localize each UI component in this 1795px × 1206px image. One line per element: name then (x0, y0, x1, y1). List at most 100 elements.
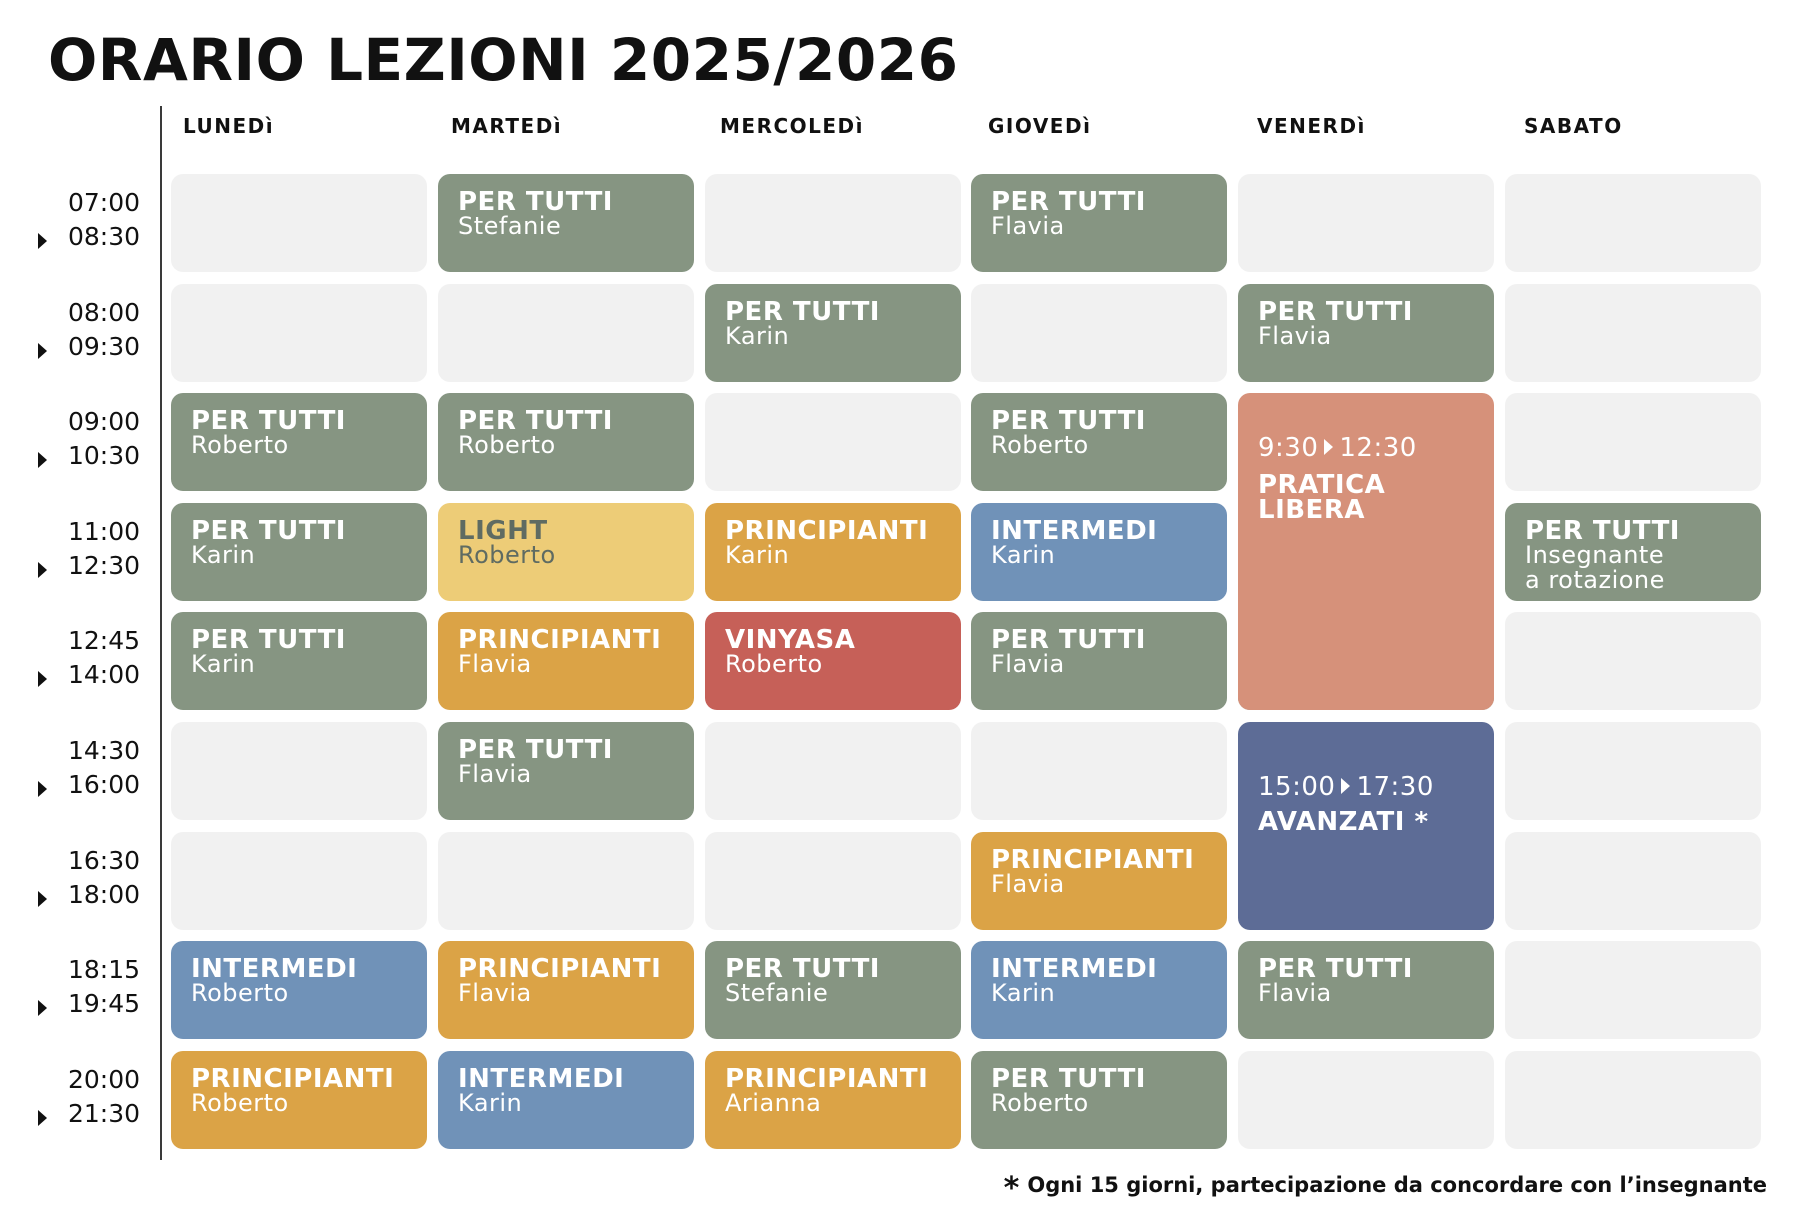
arrow-right-icon (38, 561, 47, 578)
class-label: PER TUTTI (725, 954, 880, 985)
class-card[interactable]: INTERMEDI Karin (971, 941, 1227, 1040)
class-card[interactable]: PRINCIPIANTI Arianna (705, 1050, 961, 1149)
time-end: 21:30 (67, 1098, 140, 1128)
special-class-block[interactable]: 9:30 12:30 PRATICA LIBERA (1238, 393, 1494, 711)
class-label: PER TUTTI (458, 406, 613, 437)
class-card[interactable]: PER TUTTI Insegnante a rotazione (1505, 502, 1761, 601)
class-card[interactable]: PER TUTTI Flavia (971, 174, 1227, 272)
class-card[interactable]: PER TUTTI Roberto (971, 1050, 1227, 1149)
class-label: PER TUTTI (191, 406, 346, 437)
teacher-name-line2: a rotazione (1525, 565, 1665, 594)
class-card[interactable]: PER TUTTI Roberto (171, 393, 427, 492)
teacher-name: Karin (191, 540, 256, 569)
class-card[interactable]: INTERMEDI Karin (971, 502, 1227, 601)
empty-slot (971, 283, 1227, 382)
time-end: 19:45 (67, 989, 140, 1019)
day-header: LUNEDì (183, 114, 275, 138)
empty-slot (1238, 174, 1494, 272)
class-card[interactable]: INTERMEDI Roberto (171, 941, 427, 1040)
block-start-time: 15:00 (1258, 772, 1336, 802)
time-start: 11:00 (67, 516, 140, 546)
empty-slot (705, 393, 961, 492)
class-card[interactable]: PER TUTTI Stefanie (438, 174, 694, 272)
time-start: 07:00 (67, 188, 140, 217)
arrow-right-icon (38, 452, 47, 469)
teacher-name: Roberto (191, 979, 289, 1008)
class-card[interactable]: PER TUTTI Roberto (971, 393, 1227, 492)
class-label: PER TUTTI (991, 1063, 1146, 1094)
time-slot-label: 11:00 12:30 (30, 515, 140, 583)
class-label: PER TUTTI (991, 406, 1146, 437)
arrow-right-icon (38, 781, 47, 797)
teacher-name: Karin (191, 650, 256, 679)
class-card[interactable]: PER TUTTI Flavia (1238, 283, 1494, 382)
arrow-right-icon (38, 342, 47, 359)
time-start: 16:30 (67, 845, 140, 875)
block-label: AVANZATI * (1258, 807, 1429, 837)
class-card[interactable]: PRINCIPIANTI Karin (705, 502, 961, 601)
teacher-name: Flavia (1258, 321, 1332, 350)
day-header: MERCOLEDì (720, 114, 865, 138)
empty-slot (1505, 1050, 1761, 1149)
time-start: 09:00 (67, 407, 140, 437)
teacher-name: Flavia (1258, 979, 1332, 1008)
class-card[interactable]: PRINCIPIANTI Flavia (438, 941, 694, 1040)
class-card[interactable]: PRINCIPIANTI Flavia (438, 612, 694, 711)
block-end-time: 17:30 (1356, 772, 1434, 802)
class-label: PER TUTTI (991, 187, 1146, 217)
time-slot-label: 14:30 16:00 (30, 734, 140, 802)
arrow-right-icon (38, 1000, 47, 1017)
class-label: INTERMEDI (191, 954, 358, 985)
class-label: PER TUTTI (1258, 954, 1413, 985)
teacher-name: Karin (991, 540, 1056, 569)
empty-slot (171, 174, 427, 272)
class-label: PER TUTTI (991, 625, 1146, 656)
page-title: ORARIO LEZIONI 2025/2026 (48, 26, 959, 94)
empty-slot (1238, 1050, 1494, 1149)
class-card[interactable]: INTERMEDI Karin (438, 1050, 694, 1149)
empty-slot (171, 283, 427, 382)
divider-line (160, 106, 162, 1160)
empty-slot (171, 831, 427, 930)
class-card[interactable]: LIGHT Roberto (438, 502, 694, 601)
arrow-right-icon (1324, 438, 1334, 455)
class-label: INTERMEDI (991, 515, 1158, 546)
time-start: 08:00 (67, 297, 140, 327)
class-card[interactable]: VINYASA Roberto (705, 612, 961, 711)
time-end: 10:30 (67, 441, 140, 471)
class-card[interactable]: PRINCIPIANTI Flavia (971, 831, 1227, 930)
teacher-name: Karin (725, 321, 790, 350)
time-slot-label: 20:00 21:30 (30, 1063, 140, 1131)
class-label: PER TUTTI (1258, 296, 1413, 327)
empty-slot (1505, 393, 1761, 492)
empty-slot (171, 722, 427, 820)
class-card[interactable]: PRINCIPIANTI Roberto (171, 1050, 427, 1149)
day-header: MARTEDì (451, 114, 563, 138)
arrow-right-icon (38, 1109, 47, 1126)
class-label: PER TUTTI (1525, 515, 1680, 546)
arrow-right-icon (38, 890, 47, 907)
special-class-block[interactable]: 15:00 17:30 AVANZATI * (1238, 722, 1494, 930)
teacher-name: Stefanie (458, 212, 562, 240)
teacher-name: Flavia (991, 212, 1065, 240)
time-slot-label: 07:00 08:30 (30, 186, 140, 254)
class-card[interactable]: PER TUTTI Flavia (1238, 941, 1494, 1040)
class-card[interactable]: PER TUTTI Flavia (438, 722, 694, 820)
teacher-name: Roberto (725, 650, 823, 679)
class-card[interactable]: PER TUTTI Flavia (971, 612, 1227, 711)
class-card[interactable]: PER TUTTI Stefanie (705, 941, 961, 1040)
teacher-name: Roberto (991, 431, 1089, 460)
class-label: PER TUTTI (191, 515, 346, 546)
day-header: VENERDì (1257, 114, 1366, 138)
block-end-time: 12:30 (1339, 433, 1417, 464)
class-card[interactable]: PER TUTTI Roberto (438, 393, 694, 492)
teacher-name: Stefanie (725, 979, 829, 1008)
teacher-name: Karin (991, 979, 1056, 1008)
asterisk-icon: * (1003, 1171, 1020, 1206)
class-label: PRINCIPIANTI (725, 1063, 929, 1094)
teacher-name: Roberto (458, 431, 556, 460)
time-slot-label: 18:15 19:45 (30, 953, 140, 1021)
